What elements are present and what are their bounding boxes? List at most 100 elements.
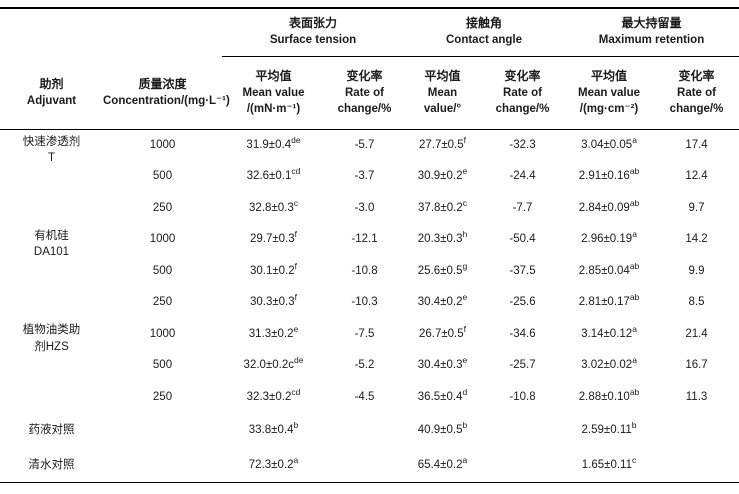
stat-superscript: f bbox=[294, 260, 298, 271]
ca-rate-cell: -50.4 bbox=[509, 233, 536, 246]
value: 32.0±0.2c bbox=[243, 359, 294, 372]
st-mean-cell: 31.3±0.2e bbox=[222, 318, 325, 350]
mr-mean-cell: 2.84±0.09ab bbox=[564, 192, 654, 224]
mr-rate-cell: 9.7 bbox=[688, 201, 705, 214]
stat-superscript: a bbox=[632, 355, 637, 366]
adjuvant-cell: 快速渗透剂 T bbox=[0, 129, 103, 224]
header-line: /(mN·m⁻¹) bbox=[246, 103, 301, 115]
adjuvant-cell: 有机硅 DA101 bbox=[0, 224, 103, 319]
ca-mean-cell: 20.3±0.3h bbox=[404, 224, 481, 256]
mr-rate-cell bbox=[654, 448, 739, 483]
table-row: 500 30.1±0.2f -10.8 25.6±0.5g -37.5 2.85… bbox=[0, 255, 739, 287]
adjuvant-properties-table: 表面张力 Surface tension 接触角 Contact angle 最… bbox=[0, 7, 739, 483]
mr-mean-cell: 2.88±0.10ab bbox=[564, 381, 654, 413]
concentration-cell bbox=[103, 413, 222, 448]
header-line: Mean value bbox=[578, 87, 641, 99]
col-header-concentration: 质量浓度 Concentration/(mg·L⁻¹) bbox=[103, 56, 230, 130]
header-spacer bbox=[0, 8, 222, 56]
mr-mean-cell: 2.91±0.16ab bbox=[564, 161, 654, 193]
st-mean-cell: 29.7±0.3f bbox=[222, 224, 325, 256]
mr-rate-cell: 12.4 bbox=[685, 170, 708, 183]
stat-superscript: ab bbox=[629, 197, 640, 208]
concentration-cell: 250 bbox=[152, 296, 173, 309]
ca-mean-cell: 30.4±0.2e bbox=[404, 287, 481, 319]
group-title-en: Maximum retention bbox=[598, 34, 705, 47]
stat-superscript: h bbox=[462, 229, 468, 240]
value: 30.9±0.2 bbox=[417, 170, 463, 183]
ca-mean-cell: 25.6±0.5g bbox=[404, 255, 481, 287]
header-line: 助剂 bbox=[39, 76, 64, 91]
mr-mean-cell: 2.81±0.17ab bbox=[564, 287, 654, 319]
ca-rate-cell: -25.6 bbox=[509, 296, 536, 309]
group-header-maximum-retention: 最大持留量 Maximum retention bbox=[564, 8, 739, 57]
mr-mean-cell: 3.14±0.12a bbox=[564, 318, 654, 350]
value: 30.1±0.2 bbox=[249, 264, 295, 277]
st-mean-cell: 32.0±0.2cde bbox=[222, 350, 325, 382]
adjuvant-name: 植物油类助 bbox=[22, 324, 81, 336]
st-mean-cell: 32.3±0.2cd bbox=[222, 381, 325, 413]
value: 3.14±0.12 bbox=[581, 327, 633, 340]
mr-rate-cell: 17.4 bbox=[685, 139, 708, 151]
st-rate-cell: -5.2 bbox=[354, 359, 375, 372]
table-row: 药液对照 33.8±0.4b 40.9±0.5b 2.59±0.11b bbox=[0, 413, 739, 448]
table-row: 500 32.6±0.1cd -3.7 30.9±0.2e -24.4 2.91… bbox=[0, 161, 739, 193]
value: 25.6±0.5 bbox=[417, 264, 463, 277]
stat-superscript: f bbox=[294, 292, 298, 303]
value: 30.4±0.3 bbox=[417, 359, 463, 372]
header-line: 变化率 bbox=[678, 69, 715, 83]
value: 2.85±0.04 bbox=[578, 264, 630, 277]
value: 65.4±0.2 bbox=[417, 458, 463, 471]
stat-superscript: ab bbox=[629, 166, 640, 177]
concentration-cell: 500 bbox=[152, 359, 173, 372]
stat-superscript: ab bbox=[629, 386, 640, 397]
group-title-zh: 最大持留量 bbox=[621, 16, 682, 31]
stat-superscript: f bbox=[463, 323, 467, 334]
header-line: change/% bbox=[337, 103, 392, 115]
header-line: value/° bbox=[423, 103, 462, 115]
stat-superscript: a bbox=[632, 229, 637, 240]
st-rate-cell: -7.5 bbox=[354, 327, 375, 340]
stat-superscript: c bbox=[632, 454, 637, 465]
stat-superscript: a bbox=[462, 454, 468, 465]
ca-rate-cell: -32.3 bbox=[509, 139, 536, 151]
group-title-zh: 接触角 bbox=[466, 16, 503, 31]
stat-superscript: d bbox=[462, 386, 468, 397]
ca-mean-cell: 37.8±0.2c bbox=[404, 192, 481, 224]
stat-superscript: b bbox=[631, 420, 637, 431]
stat-superscript: f bbox=[294, 229, 298, 240]
header-line: 变化率 bbox=[346, 69, 383, 83]
value: 2.88±0.10 bbox=[578, 390, 630, 403]
col-header-st-rate: 变化率 Rate of change/% bbox=[325, 56, 404, 130]
value: 72.3±0.2 bbox=[248, 458, 294, 471]
mr-rate-cell: 21.4 bbox=[685, 327, 708, 340]
header-line: change/% bbox=[495, 103, 550, 115]
stat-superscript: e bbox=[462, 292, 468, 303]
header-line: Rate of bbox=[677, 87, 716, 99]
value: 2.81±0.17 bbox=[578, 296, 630, 309]
ca-mean-cell: 36.5±0.4d bbox=[404, 381, 481, 413]
st-rate-cell: -3.0 bbox=[354, 201, 375, 214]
st-mean-cell: 32.8±0.3c bbox=[222, 192, 325, 224]
group-header-row: 表面张力 Surface tension 接触角 Contact angle 最… bbox=[0, 8, 739, 57]
ca-rate-cell: -25.7 bbox=[509, 359, 536, 372]
adjuvant-cell: 药液对照 bbox=[0, 413, 103, 448]
group-title-zh: 表面张力 bbox=[288, 16, 337, 31]
header-line: 质量浓度 bbox=[138, 76, 187, 91]
header-line: Adjuvant bbox=[26, 94, 77, 107]
ca-rate-cell bbox=[481, 448, 564, 483]
value: 30.4±0.2 bbox=[417, 296, 463, 309]
concentration-cell: 500 bbox=[152, 170, 173, 183]
col-header-adjuvant: 助剂 Adjuvant bbox=[0, 56, 103, 130]
concentration-cell: 1000 bbox=[149, 139, 176, 151]
header-line: change/% bbox=[669, 103, 724, 115]
value: 26.7±0.5 bbox=[418, 327, 464, 340]
stat-superscript: e bbox=[462, 355, 468, 366]
table-row: 有机硅 DA101 1000 29.7±0.3f -12.1 20.3±0.3h… bbox=[0, 224, 739, 259]
value: 37.8±0.2 bbox=[418, 201, 463, 214]
stat-superscript: cd bbox=[291, 166, 301, 177]
stat-superscript: a bbox=[293, 454, 299, 465]
concentration-cell: 1000 bbox=[149, 233, 176, 246]
st-rate-cell: -10.8 bbox=[351, 264, 378, 277]
st-rate-cell: -4.5 bbox=[354, 390, 375, 403]
adjuvant-name: T bbox=[47, 152, 56, 164]
